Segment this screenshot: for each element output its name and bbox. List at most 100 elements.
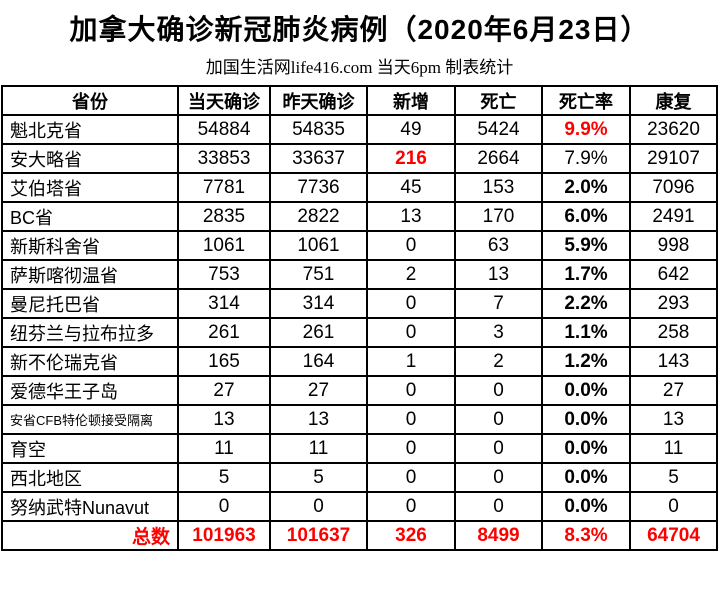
value-cell: 45 — [366, 172, 456, 203]
value-cell: 6.0% — [541, 201, 631, 232]
value-cell: 5 — [177, 462, 271, 493]
value-cell: 13 — [366, 201, 456, 232]
value-cell: 0 — [366, 230, 456, 261]
value-cell: 101637 — [269, 520, 368, 551]
column-header-yesterday-confirmed: 昨天确诊 — [269, 85, 368, 116]
value-cell: 7.9% — [541, 143, 631, 174]
value-cell: 0 — [177, 491, 271, 522]
province-name: 纽芬兰与拉布拉多 — [1, 317, 179, 348]
value-cell: 1.2% — [541, 346, 631, 377]
value-cell: 9.9% — [541, 114, 631, 145]
value-cell: 11 — [177, 433, 271, 464]
value-cell: 33637 — [269, 143, 368, 174]
column-header-province: 省份 — [1, 85, 179, 116]
table-row: 曼尼托巴省 314 314 0 7 2.2% 293 — [1, 288, 718, 319]
value-cell: 5424 — [454, 114, 543, 145]
value-cell: 101963 — [177, 520, 271, 551]
value-cell: 0.0% — [541, 433, 631, 464]
value-cell: 170 — [454, 201, 543, 232]
value-cell: 5 — [269, 462, 368, 493]
value-cell: 7736 — [269, 172, 368, 203]
value-cell: 0 — [454, 491, 543, 522]
value-cell: 54884 — [177, 114, 271, 145]
province-name: 新不伦瑞克省 — [1, 346, 179, 377]
province-name: 新斯科舍省 — [1, 230, 179, 261]
value-cell: 33853 — [177, 143, 271, 174]
province-name: 魁北克省 — [1, 114, 179, 145]
value-cell: 0 — [629, 491, 718, 522]
column-header-today-confirmed: 当天确诊 — [177, 85, 271, 116]
column-header-deaths: 死亡 — [454, 85, 543, 116]
value-cell: 2664 — [454, 143, 543, 174]
table-body: 魁北克省 54884 54835 49 5424 9.9% 23620 安大略省 33853 33… — [1, 114, 718, 551]
column-header-new-cases: 新增 — [366, 85, 456, 116]
province-name: BC省 — [1, 201, 179, 232]
value-cell: 0 — [366, 491, 456, 522]
province-name: 努纳武特Nunavut — [1, 491, 179, 522]
value-cell: 164 — [269, 346, 368, 377]
value-cell: 143 — [629, 346, 718, 377]
value-cell: 29107 — [629, 143, 718, 174]
value-cell: 0 — [366, 375, 456, 406]
value-cell: 261 — [269, 317, 368, 348]
province-name: 艾伯塔省 — [1, 172, 179, 203]
value-cell: 0 — [366, 404, 456, 435]
value-cell: 642 — [629, 259, 718, 290]
value-cell: 2.0% — [541, 172, 631, 203]
value-cell: 0 — [366, 433, 456, 464]
value-cell: 64704 — [629, 520, 718, 551]
value-cell: 27 — [177, 375, 271, 406]
value-cell: 13 — [177, 404, 271, 435]
value-cell: 23620 — [629, 114, 718, 145]
province-name: 安大略省 — [1, 143, 179, 174]
value-cell: 54835 — [269, 114, 368, 145]
header-row: 省份 当天确诊 昨天确诊 新增 死亡 死亡率 康复 — [1, 85, 718, 116]
value-cell: 0.0% — [541, 462, 631, 493]
value-cell: 13 — [629, 404, 718, 435]
value-cell: 0.0% — [541, 491, 631, 522]
table-row: 萨斯喀彻温省 753 751 2 13 1.7% 642 — [1, 259, 718, 290]
value-cell: 7 — [454, 288, 543, 319]
value-cell: 27 — [629, 375, 718, 406]
value-cell: 0 — [454, 375, 543, 406]
table-row: 爱德华王子岛 27 27 0 0 0.0% 27 — [1, 375, 718, 406]
value-cell: 0 — [366, 288, 456, 319]
value-cell: 49 — [366, 114, 456, 145]
table-row: 育空 11 11 0 0 0.0% 11 — [1, 433, 718, 464]
value-cell: 0.0% — [541, 375, 631, 406]
table-row: 新斯科舍省 1061 1061 0 63 5.9% 998 — [1, 230, 718, 261]
page-title: 加拿大确诊新冠肺炎病例（2020年6月23日） — [69, 14, 650, 45]
value-cell: 751 — [269, 259, 368, 290]
value-cell: 0 — [366, 317, 456, 348]
value-cell: 293 — [629, 288, 718, 319]
column-header-death-rate: 死亡率 — [541, 85, 631, 116]
table-row: 纽芬兰与拉布拉多 261 261 0 3 1.1% 258 — [1, 317, 718, 348]
total-label: 总数 — [1, 520, 179, 551]
table-row: 安省CFB特伦顿接受隔离 13 13 0 0 0.0% 13 — [1, 404, 718, 435]
value-cell: 11 — [629, 433, 718, 464]
value-cell: 1 — [366, 346, 456, 377]
covid-cases-table: 省份 当天确诊 昨天确诊 新增 死亡 死亡率 康复 魁北克省 54884 54835… — [1, 85, 718, 551]
value-cell: 1061 — [177, 230, 271, 261]
province-name: 西北地区 — [1, 462, 179, 493]
province-name: 安省CFB特伦顿接受隔离 — [1, 404, 179, 435]
value-cell: 13 — [269, 404, 368, 435]
value-cell: 63 — [454, 230, 543, 261]
table-row: 新不伦瑞克省 165 164 1 2 1.2% 143 — [1, 346, 718, 377]
value-cell: 2822 — [269, 201, 368, 232]
column-header-recovered: 康复 — [629, 85, 718, 116]
value-cell: 753 — [177, 259, 271, 290]
table-row: 西北地区 5 5 0 0 0.0% 5 — [1, 462, 718, 493]
total-row: 总数 101963 101637 326 8499 8.3% 64704 — [1, 520, 718, 551]
value-cell: 216 — [366, 143, 456, 174]
value-cell: 8499 — [454, 520, 543, 551]
value-cell: 0 — [269, 491, 368, 522]
page: 加拿大确诊新冠肺炎病例（2020年6月23日） 加国生活网life416.com… — [0, 8, 719, 551]
province-name: 育空 — [1, 433, 179, 464]
value-cell: 7781 — [177, 172, 271, 203]
value-cell: 3 — [454, 317, 543, 348]
value-cell: 1061 — [269, 230, 368, 261]
value-cell: 261 — [177, 317, 271, 348]
value-cell: 258 — [629, 317, 718, 348]
value-cell: 326 — [366, 520, 456, 551]
